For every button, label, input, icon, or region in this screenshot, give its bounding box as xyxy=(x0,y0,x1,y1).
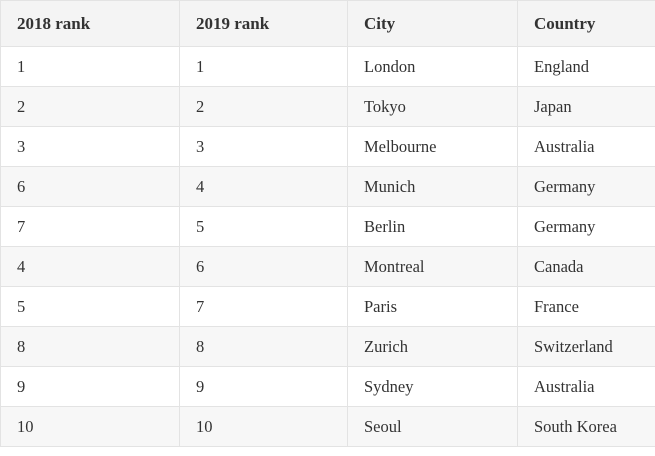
table-cell: 9 xyxy=(179,366,348,407)
table-cell: 2 xyxy=(179,86,348,127)
table-cell: Germany xyxy=(517,206,655,247)
table-cell: Melbourne xyxy=(347,126,518,167)
table-cell: 10 xyxy=(0,406,180,447)
table-row: 6 4 Munich Germany xyxy=(0,166,655,207)
table-cell: Munich xyxy=(347,166,518,207)
table-cell: London xyxy=(347,46,518,87)
table-row: 2 2 Tokyo Japan xyxy=(0,86,655,127)
table-cell: 9 xyxy=(0,366,180,407)
table-cell: 6 xyxy=(0,166,180,207)
table-cell: 8 xyxy=(0,326,180,367)
table-cell: 6 xyxy=(179,246,348,287)
table-row: 10 10 Seoul South Korea xyxy=(0,406,655,447)
table-row: 7 5 Berlin Germany xyxy=(0,206,655,247)
table-cell: 7 xyxy=(0,206,180,247)
header-cell: 2018 rank xyxy=(0,0,180,47)
table-cell: Montreal xyxy=(347,246,518,287)
table-cell: 3 xyxy=(0,126,180,167)
table-cell: Switzerland xyxy=(517,326,655,367)
table-cell: 10 xyxy=(179,406,348,447)
header-cell: 2019 rank xyxy=(179,0,348,47)
header-row: 2018 rank 2019 rank City Country xyxy=(0,0,655,47)
table-cell: Paris xyxy=(347,286,518,327)
table-cell: 4 xyxy=(0,246,180,287)
table-cell: 3 xyxy=(179,126,348,167)
table-cell: Tokyo xyxy=(347,86,518,127)
table-cell: Australia xyxy=(517,126,655,167)
table-row: 1 1 London England xyxy=(0,46,655,87)
table-row: 9 9 Sydney Australia xyxy=(0,366,655,407)
table-cell: 2 xyxy=(0,86,180,127)
table-cell: 5 xyxy=(179,206,348,247)
table-cell: Sydney xyxy=(347,366,518,407)
table-row: 5 7 Paris France xyxy=(0,286,655,327)
table-cell: Canada xyxy=(517,246,655,287)
table-cell: England xyxy=(517,46,655,87)
header-cell: City xyxy=(347,0,518,47)
table-cell: 8 xyxy=(179,326,348,367)
table-cell: South Korea xyxy=(517,406,655,447)
table-cell: 4 xyxy=(179,166,348,207)
table-row: 4 6 Montreal Canada xyxy=(0,246,655,287)
table-cell: 7 xyxy=(179,286,348,327)
table-body: 1 1 London England 2 2 Tokyo Japan 3 3 Melbourne Au… xyxy=(0,46,655,447)
table-cell: France xyxy=(517,286,655,327)
table-cell: Japan xyxy=(517,86,655,127)
table-cell: 5 xyxy=(0,286,180,327)
header-cell: Country xyxy=(517,0,655,47)
table-cell: 1 xyxy=(179,46,348,87)
table-cell: Seoul xyxy=(347,406,518,447)
table-cell: Germany xyxy=(517,166,655,207)
table-cell: 1 xyxy=(0,46,180,87)
table-row: 3 3 Melbourne Australia xyxy=(0,126,655,167)
table-row: 8 8 Zurich Switzerland xyxy=(0,326,655,367)
table-header: 2018 rank 2019 rank City Country xyxy=(0,0,655,47)
table-cell: Zurich xyxy=(347,326,518,367)
table-cell: Berlin xyxy=(347,206,518,247)
table-cell: Australia xyxy=(517,366,655,407)
